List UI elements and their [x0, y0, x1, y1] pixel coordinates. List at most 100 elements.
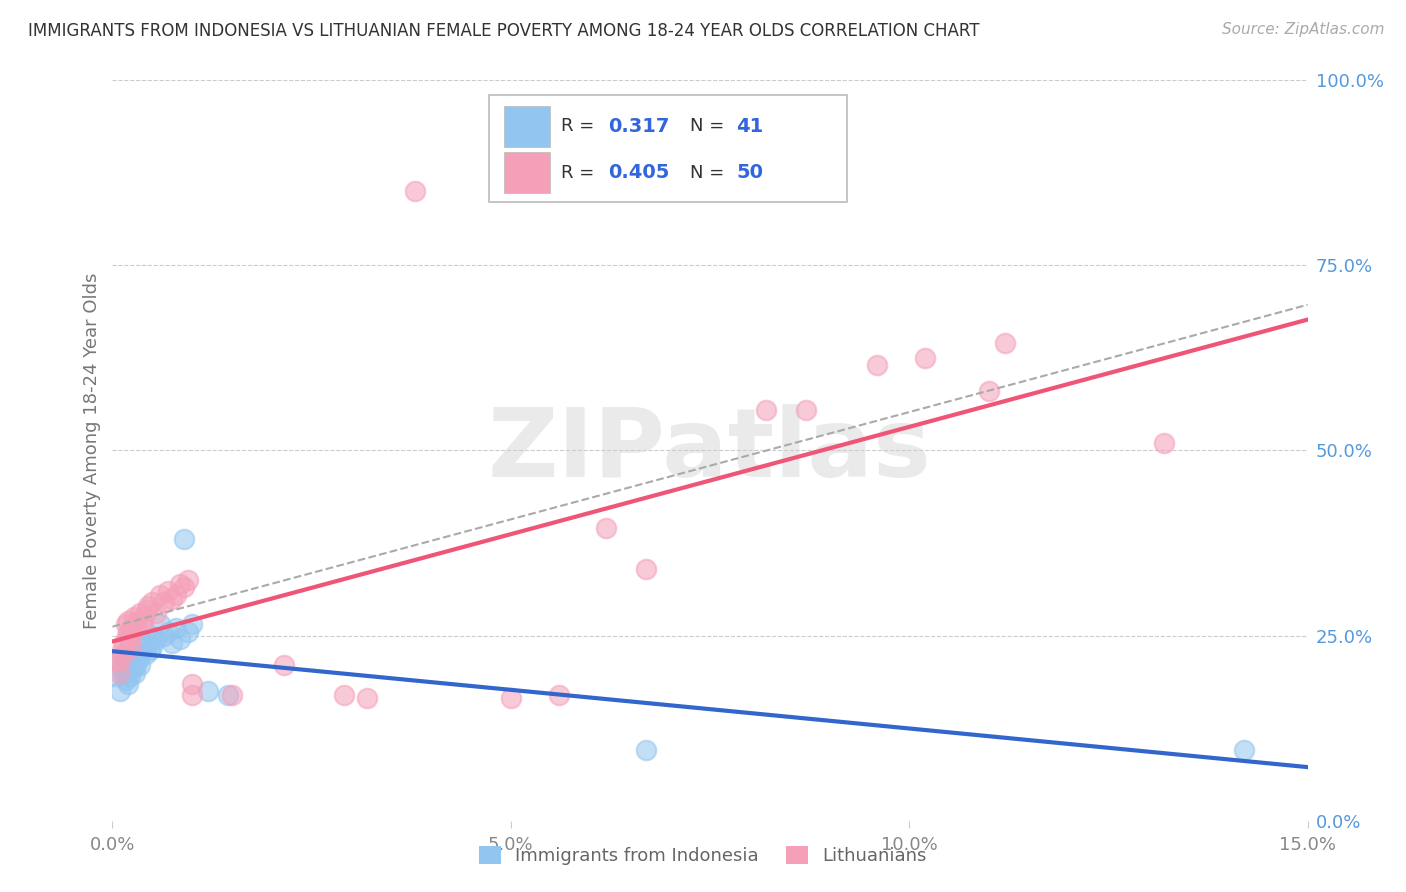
Point	[108, 665, 131, 680]
Text: 50: 50	[737, 163, 763, 182]
Point	[117, 614, 139, 628]
Point	[129, 658, 152, 673]
Point	[117, 676, 139, 690]
Point	[162, 591, 183, 606]
Point	[169, 576, 191, 591]
Point	[125, 621, 148, 635]
Point	[273, 658, 295, 673]
Text: ZIPatlas: ZIPatlas	[488, 404, 932, 497]
Point	[141, 640, 163, 654]
Point	[636, 562, 658, 576]
Point	[115, 655, 138, 669]
Point	[138, 636, 160, 650]
Point	[636, 743, 658, 757]
Text: 0.405: 0.405	[609, 163, 669, 182]
Point	[165, 621, 187, 635]
Point	[121, 662, 143, 676]
Point	[122, 610, 145, 624]
FancyBboxPatch shape	[505, 106, 550, 146]
Point	[1233, 743, 1256, 757]
Point	[173, 533, 195, 547]
Point	[149, 588, 172, 602]
Point	[595, 521, 617, 535]
Point	[111, 665, 134, 680]
Point	[117, 624, 139, 639]
Point	[499, 691, 522, 706]
Point	[157, 624, 180, 639]
Text: Source: ZipAtlas.com: Source: ZipAtlas.com	[1222, 22, 1385, 37]
Point	[115, 617, 138, 632]
Point	[139, 643, 162, 657]
Text: R =: R =	[561, 164, 593, 182]
Point	[145, 607, 167, 621]
Y-axis label: Female Poverty Among 18-24 Year Olds: Female Poverty Among 18-24 Year Olds	[83, 272, 101, 629]
Point	[755, 402, 778, 417]
Point	[141, 628, 163, 642]
Point	[134, 610, 156, 624]
Legend: Immigrants from Indonesia, Lithuanians: Immigrants from Indonesia, Lithuanians	[471, 837, 935, 874]
Point	[117, 643, 139, 657]
Point	[149, 617, 172, 632]
Point	[547, 688, 569, 702]
Text: R =: R =	[561, 117, 593, 136]
Point	[977, 384, 1000, 399]
FancyBboxPatch shape	[489, 95, 848, 202]
Point	[114, 636, 135, 650]
Point	[105, 669, 128, 683]
Point	[165, 588, 187, 602]
Point	[134, 640, 156, 654]
Text: 41: 41	[737, 117, 763, 136]
Point	[129, 607, 152, 621]
Point	[114, 662, 135, 676]
Point	[153, 595, 176, 609]
Point	[135, 647, 157, 661]
Point	[356, 691, 378, 706]
Point	[118, 632, 141, 647]
Point	[127, 614, 149, 628]
Point	[135, 602, 157, 616]
Text: 0.317: 0.317	[609, 117, 669, 136]
Point	[177, 573, 200, 587]
Point	[181, 688, 204, 702]
Point	[128, 650, 150, 665]
Point	[120, 658, 142, 673]
Point	[794, 402, 817, 417]
Point	[404, 184, 426, 198]
Point	[105, 655, 128, 669]
Point	[173, 581, 195, 595]
Point	[132, 636, 155, 650]
Point	[110, 655, 132, 669]
Point	[1153, 436, 1175, 450]
Text: N =: N =	[690, 164, 724, 182]
Point	[125, 658, 148, 673]
Point	[153, 628, 176, 642]
Point	[162, 636, 183, 650]
Point	[111, 658, 134, 673]
Point	[145, 632, 167, 647]
Point	[221, 688, 243, 702]
Point	[138, 599, 160, 613]
Point	[217, 688, 239, 702]
Text: IMMIGRANTS FROM INDONESIA VS LITHUANIAN FEMALE POVERTY AMONG 18-24 YEAR OLDS COR: IMMIGRANTS FROM INDONESIA VS LITHUANIAN …	[28, 22, 980, 40]
Point	[115, 673, 138, 687]
Point	[121, 621, 143, 635]
Point	[121, 624, 143, 639]
Text: N =: N =	[690, 117, 724, 136]
Point	[177, 624, 200, 639]
Point	[115, 628, 138, 642]
Point	[181, 617, 204, 632]
Point	[157, 584, 180, 599]
Point	[120, 640, 142, 654]
Point	[110, 684, 132, 698]
Point	[914, 351, 936, 365]
Point	[118, 669, 141, 683]
Point	[197, 684, 219, 698]
Point	[111, 647, 134, 661]
Point	[125, 647, 148, 661]
Point	[108, 655, 131, 669]
Point	[121, 650, 143, 665]
Point	[332, 688, 354, 702]
Point	[122, 655, 145, 669]
Point	[132, 617, 155, 632]
Point	[994, 336, 1017, 351]
